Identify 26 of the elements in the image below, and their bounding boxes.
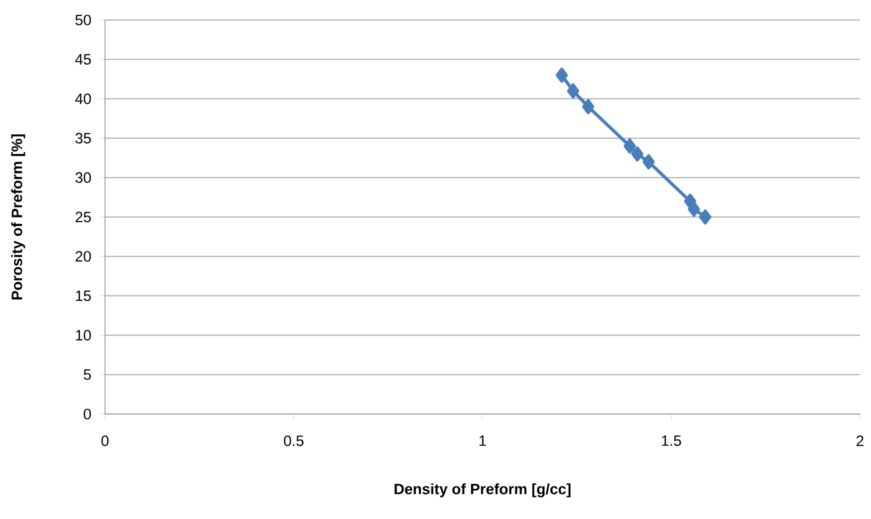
x-tick-label: 0.5 <box>284 436 304 446</box>
x-tick-label: 0 <box>101 436 109 446</box>
x-axis-title: Density of Preform [g/cc] <box>394 483 570 498</box>
point <box>688 202 700 217</box>
x-tick-label: 1.5 <box>662 436 682 446</box>
y-tick-label: 0 <box>84 408 91 420</box>
point <box>582 99 594 114</box>
y-tick-label: 5 <box>84 369 91 380</box>
point <box>624 138 636 154</box>
y-tick-label: 35 <box>75 132 91 144</box>
point <box>642 154 655 170</box>
point <box>556 68 568 83</box>
x-tick-label: 2 <box>856 436 864 446</box>
y-tick-label: 25 <box>76 212 91 222</box>
point <box>631 146 644 162</box>
y-tick-label: 30 <box>75 172 91 183</box>
x-tick-label: 1 <box>479 436 486 446</box>
y-tick-label: 20 <box>76 251 91 262</box>
y-axis-title: Porosity of Preform [%] <box>11 134 26 300</box>
y-tick-label: 15 <box>76 290 91 302</box>
y-tick-label: 10 <box>76 330 91 340</box>
point <box>699 209 712 225</box>
point <box>567 83 580 98</box>
y-tick-label: 40 <box>75 94 91 104</box>
y-tick-label: 50 <box>75 14 91 26</box>
y-tick-label: 45 <box>75 54 91 65</box>
